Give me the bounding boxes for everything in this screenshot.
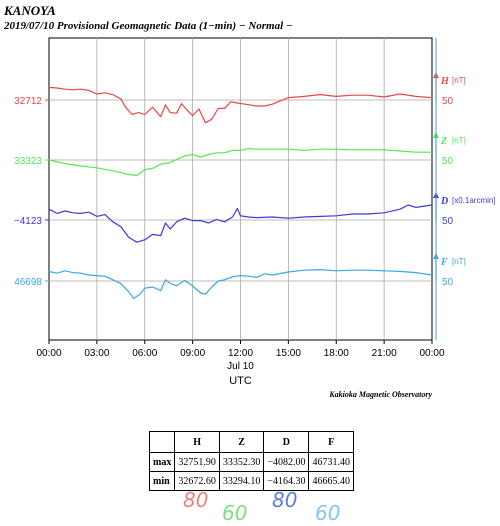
left-tick-label-h: 32712: [14, 96, 42, 107]
left-tick-label-f: 46698: [14, 277, 42, 288]
stats-cell: 46665.40: [308, 471, 354, 491]
stats-header-h: H: [174, 431, 220, 453]
stats-cell: −4164.30: [263, 471, 310, 491]
right-tick-label-d: 50: [442, 216, 454, 227]
right-tick-label-f: 50: [442, 277, 454, 288]
stats-row-label: max: [148, 452, 176, 472]
stats-cell: 33294.10: [218, 471, 265, 491]
x-tick-label: 12:00: [228, 348, 253, 359]
stats-header-d: D: [263, 431, 310, 453]
series-name-z: Z: [440, 136, 447, 147]
series-name-f: F: [440, 257, 448, 268]
x-tick-label: 21:00: [372, 348, 397, 359]
stats-row-label: min: [148, 471, 176, 491]
series-unit-f: [nT]: [452, 257, 466, 266]
x-tick-label: 18:00: [324, 348, 349, 359]
scale-note-f: 60: [315, 501, 341, 525]
chart-subtitle: 2019/07/10 Provisional Geomagnetic Data …: [4, 20, 293, 32]
x-tick-label: 06:00: [132, 348, 157, 359]
left-tick-label-z: 33323: [14, 156, 42, 167]
series-unit-z: [nT]: [452, 136, 466, 145]
stats-cell: 33352.30: [218, 452, 265, 472]
observatory-credit: Kakioka Magnetic Observatory: [329, 390, 432, 399]
left-tick-label-d: −4123: [14, 216, 43, 227]
x-tick-label: 15:00: [276, 348, 301, 359]
x-tick-label: 00:00: [36, 348, 61, 359]
series-line-f: [48, 269, 433, 299]
scale-note-d: 80: [272, 488, 298, 512]
series-line-d: [48, 204, 433, 243]
series-line-z: [48, 148, 432, 177]
station-name: KANOYA: [4, 3, 56, 18]
stats-header-z: Z: [218, 431, 265, 453]
x-tick-label: 09:00: [180, 348, 205, 359]
x-axis-label: UTC: [229, 375, 252, 387]
x-tick-label: 00:00: [419, 348, 444, 359]
series-unit-h: [nT]: [452, 76, 466, 85]
x-tick-label: 03:00: [84, 348, 109, 359]
right-tick-label-z: 50: [442, 156, 454, 167]
series-unit-d: [x0.1arcmin]: [452, 196, 496, 205]
stats-table: H Z D F max 32751.90 33352.30 −4082.00 4…: [148, 431, 354, 491]
stats-cell: −4082.00: [263, 452, 310, 472]
scale-note-h: 80: [183, 488, 209, 512]
stats-header-row: H Z D F: [148, 431, 354, 453]
right-tick-label-h: 50: [442, 96, 454, 107]
series-name-d: D: [440, 196, 448, 207]
geomagnetic-chart: 00:00 03:00 06:00 09:00 12:00 15:00 18:00 21:00…: [14, 37, 496, 387]
x-date-label: Jul 10: [227, 361, 254, 372]
stats-header-f: F: [308, 431, 354, 453]
stats-row-min: min 32672.60 33294.10 −4164.30 46665.40: [148, 471, 354, 491]
stats-cell: 46731.40: [308, 452, 354, 472]
series-line-h: [48, 86, 433, 124]
stats-header-corner: [148, 431, 176, 453]
series-name-h: H: [440, 76, 450, 87]
stats-cell: 32751.90: [174, 452, 220, 472]
stats-row-max: max 32751.90 33352.30 −4082.00 46731.40: [148, 452, 354, 472]
scale-note-z: 60: [222, 501, 248, 525]
